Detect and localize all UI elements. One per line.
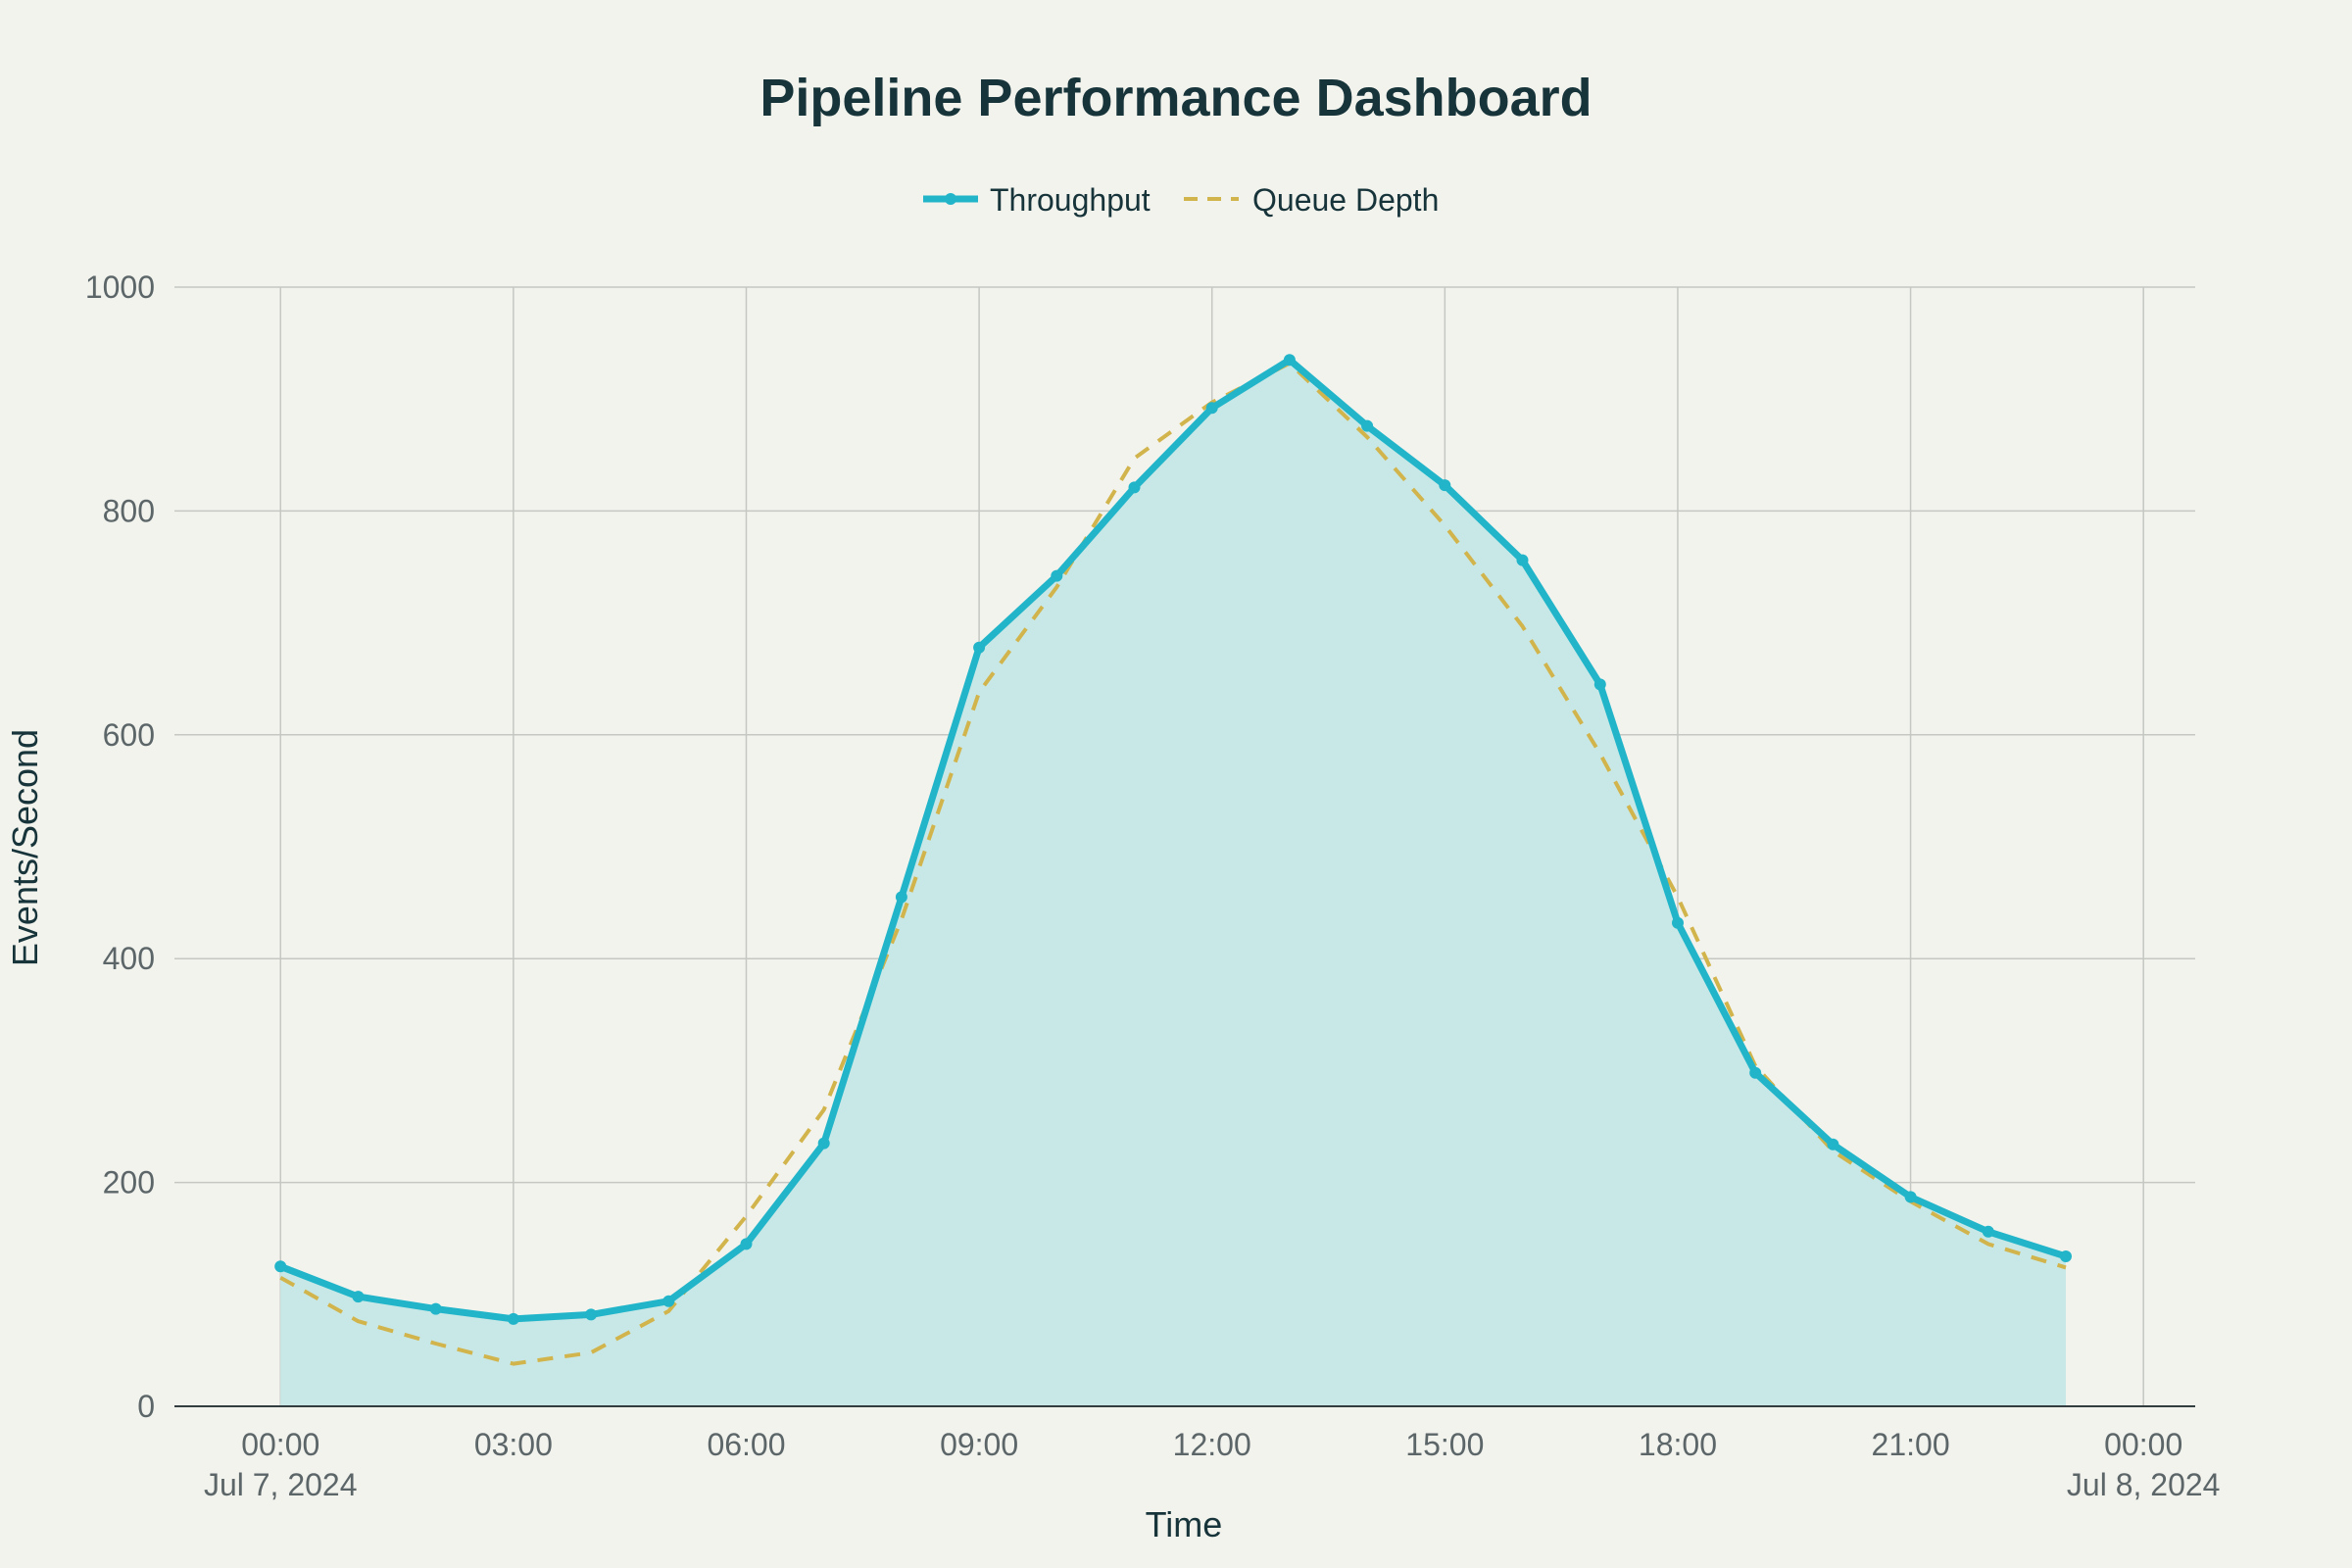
chart-title: Pipeline Performance Dashboard [760, 69, 1592, 127]
throughput-point [895, 891, 907, 904]
legend-item-throughput[interactable]: Throughput [923, 182, 1151, 218]
throughput-point [740, 1238, 753, 1250]
throughput-point [817, 1137, 830, 1150]
throughput-point [1982, 1225, 1994, 1238]
throughput-point [1516, 554, 1529, 566]
x-tick-label: 09:00 [940, 1427, 1018, 1462]
x-tick-date-label: Jul 7, 2024 [204, 1467, 358, 1502]
legend-throughput-label: Throughput [990, 182, 1151, 218]
throughput-line [276, 356, 2070, 1323]
throughput-point [1749, 1066, 1762, 1079]
x-tick-label: 21:00 [1872, 1427, 1950, 1462]
throughput-point [1283, 354, 1296, 367]
throughput-point [274, 1260, 287, 1273]
axis-layer: 0 200 400 600 800 1000 00:00 Jul 7, 2024 03:00 06… [85, 270, 2221, 1502]
throughput-point [507, 1312, 519, 1325]
throughput-point [1051, 569, 1063, 582]
throughput-point [2060, 1250, 2072, 1262]
y-tick-label: 1000 [85, 270, 155, 305]
throughput-point [973, 641, 986, 654]
area-layer [280, 360, 2067, 1407]
throughput-point [1205, 402, 1218, 415]
y-tick-label: 400 [103, 941, 155, 976]
x-tick-label: 03:00 [474, 1427, 553, 1462]
x-tick-label: 00:00 [2104, 1427, 2182, 1462]
y-tick-label: 200 [103, 1165, 155, 1200]
throughput-point [1904, 1191, 1917, 1203]
x-tick-label: 18:00 [1639, 1427, 1717, 1462]
throughput-point [352, 1291, 365, 1303]
y-tick-label: 800 [103, 493, 155, 528]
x-tick-date-label: Jul 8, 2024 [2067, 1467, 2221, 1502]
throughput-point [585, 1308, 598, 1321]
legend-queue-depth-label: Queue Depth [1252, 182, 1439, 218]
throughput-point [1593, 678, 1606, 691]
throughput-point [662, 1295, 675, 1307]
series-layer [274, 354, 2072, 1366]
throughput-area [280, 360, 2067, 1407]
y-tick-label: 0 [137, 1389, 155, 1424]
throughput-point [1827, 1138, 1839, 1151]
throughput-point [1672, 916, 1684, 929]
throughput-point [429, 1302, 442, 1315]
x-tick-label: 06:00 [707, 1427, 785, 1462]
legend: Throughput Queue Depth [923, 182, 1439, 218]
x-tick-label: 00:00 [241, 1427, 319, 1462]
throughput-point [1128, 481, 1141, 494]
y-axis-title: Events/Second [5, 729, 45, 966]
legend-throughput-marker [945, 193, 956, 205]
legend-item-queue-depth[interactable]: Queue Depth [1184, 182, 1439, 218]
x-tick-label: 15:00 [1405, 1427, 1484, 1462]
throughput-point [1361, 419, 1374, 432]
x-axis-title: Time [1146, 1504, 1223, 1544]
throughput-point [1439, 479, 1451, 492]
y-tick-label: 600 [103, 717, 155, 753]
x-tick-label: 12:00 [1173, 1427, 1251, 1462]
